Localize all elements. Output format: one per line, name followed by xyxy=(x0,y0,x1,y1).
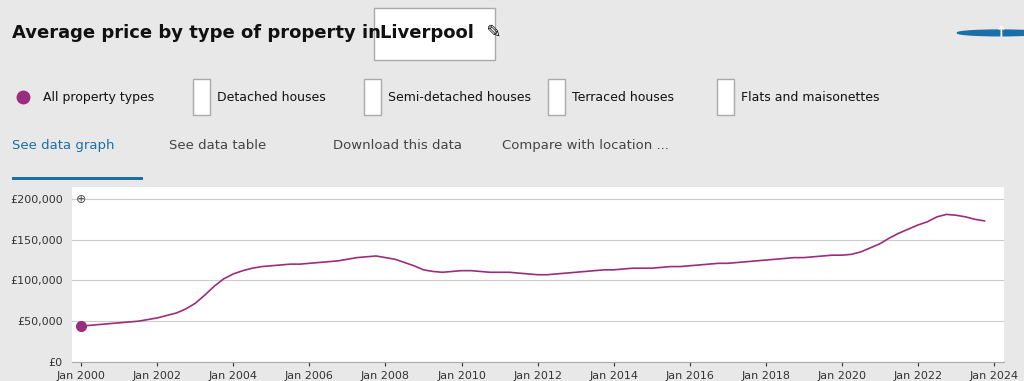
Text: Terraced houses: Terraced houses xyxy=(572,91,675,104)
Text: Semi-detached houses: Semi-detached houses xyxy=(388,91,531,104)
FancyBboxPatch shape xyxy=(364,79,381,115)
Text: Detached houses: Detached houses xyxy=(217,91,326,104)
Text: See data table: See data table xyxy=(169,139,266,152)
Text: Average price by type of property in: Average price by type of property in xyxy=(12,24,387,42)
Text: Compare with location ...: Compare with location ... xyxy=(502,139,669,152)
Circle shape xyxy=(957,30,1024,36)
FancyBboxPatch shape xyxy=(717,79,734,115)
Bar xyxy=(12,177,143,180)
Text: ⊕: ⊕ xyxy=(76,193,86,206)
Text: Flats and maisonettes: Flats and maisonettes xyxy=(741,91,880,104)
Text: Download this data: Download this data xyxy=(333,139,462,152)
FancyBboxPatch shape xyxy=(193,79,210,115)
Text: All property types: All property types xyxy=(43,91,155,104)
FancyBboxPatch shape xyxy=(548,79,565,115)
Text: Liverpool  ✎: Liverpool ✎ xyxy=(380,24,502,42)
FancyBboxPatch shape xyxy=(374,8,495,60)
Text: ↑: ↑ xyxy=(994,26,1007,40)
Text: See data graph: See data graph xyxy=(12,139,115,152)
